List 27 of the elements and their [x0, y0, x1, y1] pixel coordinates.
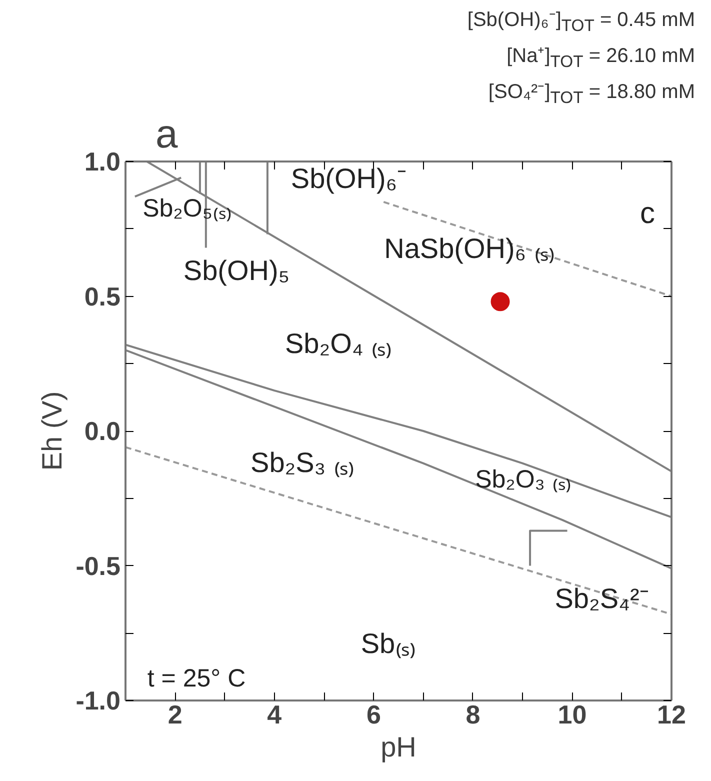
y-tick-label: 1.0 — [84, 146, 121, 176]
annotation: Sb₍ₛ₎ — [360, 628, 416, 659]
x-axis-title: pH — [380, 732, 416, 762]
text: [Sb(OH)₆⁻]$_{TOT}$ = 0.45 mM — [467, 9, 695, 35]
x-tick-label: 4 — [267, 700, 282, 730]
x-tick-label: 12 — [657, 700, 686, 730]
y-tick-label: 0.0 — [84, 416, 121, 446]
y-axis-title: Eh (V) — [36, 391, 68, 471]
annotation: t = 25° C — [147, 664, 246, 692]
x-tick-label: 2 — [168, 700, 182, 730]
chart-title: a — [156, 112, 178, 156]
y-tick-label: -1.0 — [76, 686, 121, 716]
annotation: c — [640, 197, 655, 230]
text: [Na⁺]$_{TOT}$ = 26.10 mM — [506, 45, 695, 71]
x-tick-label: 10 — [558, 700, 587, 730]
annotation: NaSb(OH)₆ ₍ₛ₎ — [384, 233, 555, 264]
annotation: Sb₂O₄ ₍ₛ₎ — [284, 328, 392, 359]
x-tick-label: 8 — [466, 700, 480, 730]
annotation: Sb₂S₄²⁻ — [554, 583, 648, 614]
text: [SO₄²⁻]$_{TOT}$ = 18.80 mM — [488, 81, 695, 107]
y-tick-label: -0.5 — [76, 550, 121, 581]
annotation: Sb(OH)₅ — [183, 255, 290, 286]
y-tick-label: 0.5 — [84, 281, 121, 312]
annotation: Sb₂O₃ ₍ₛ₎ — [475, 466, 572, 494]
annotation: Sb₂S₃ ₍ₛ₎ — [250, 447, 354, 478]
x-tick-label: 6 — [366, 700, 381, 730]
annotation: Sb(OH)₆⁻ — [290, 163, 406, 194]
